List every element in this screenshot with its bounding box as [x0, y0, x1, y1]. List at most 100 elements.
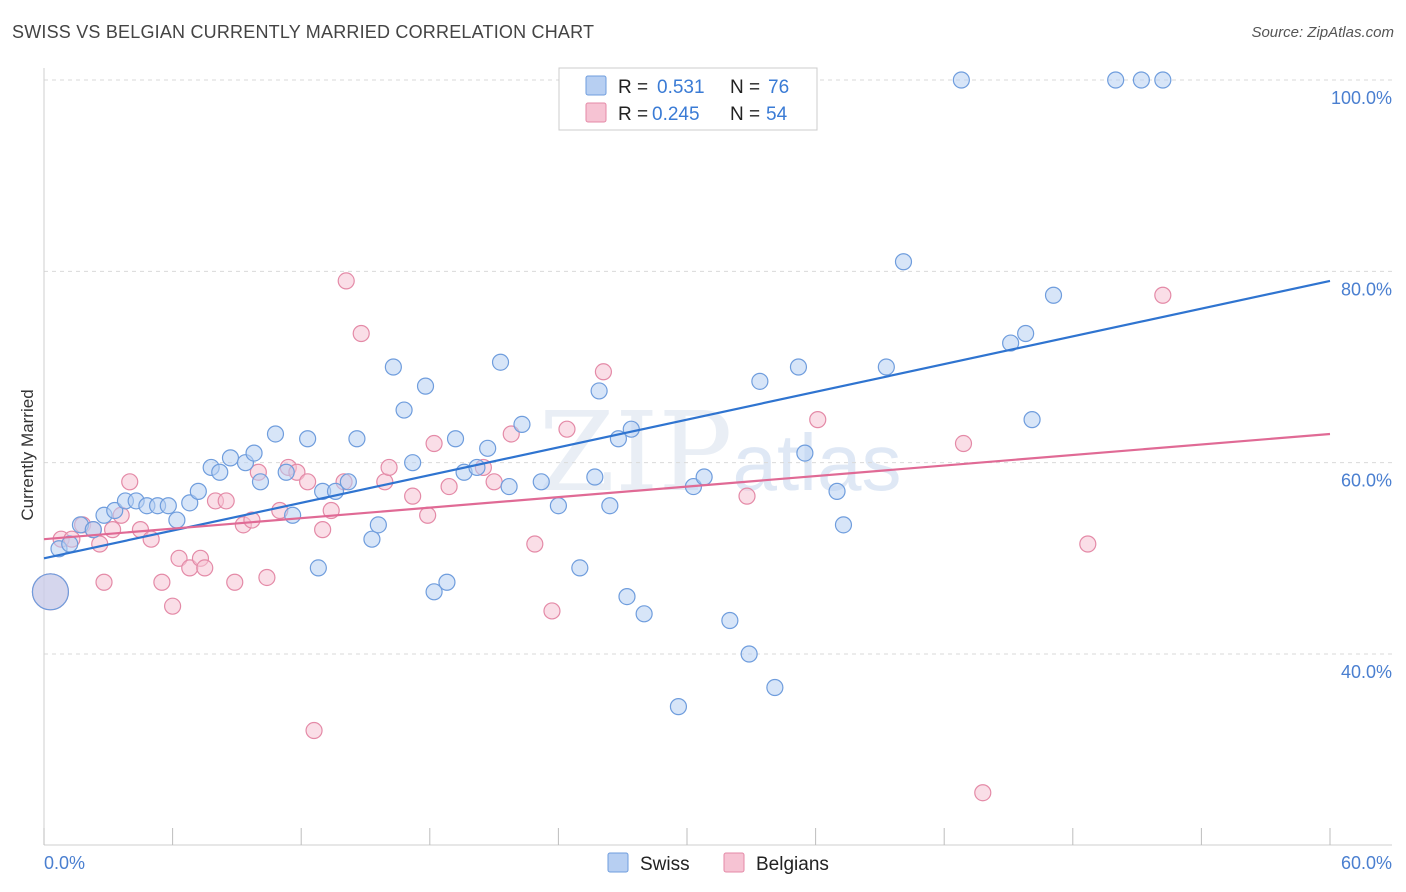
swiss-point — [1107, 71, 1125, 89]
swiss-point — [586, 468, 604, 486]
y-tick-label: 100.0% — [1331, 88, 1392, 108]
swiss-point — [1017, 324, 1035, 343]
belgian-point — [376, 473, 394, 491]
bottom-legend-label-belgians: Belgians — [756, 854, 829, 875]
swiss-point — [828, 482, 846, 500]
bottom-legend: Swiss Belgians — [607, 852, 829, 875]
legend-r-value-belgians: 0.245 — [652, 104, 700, 125]
swiss-point — [590, 382, 608, 400]
swiss-point — [369, 516, 387, 534]
swiss-point — [277, 463, 295, 481]
belgian-point — [526, 535, 544, 553]
chart-source: Source: ZipAtlas.com — [1251, 24, 1394, 41]
belgian-point — [738, 487, 756, 505]
belgian-point — [594, 363, 613, 381]
y-tick-label: 60.0% — [1341, 471, 1392, 491]
swiss-point — [789, 358, 808, 376]
legend-r-label-belgians: R = — [618, 104, 648, 125]
legend-n-value-belgians: 54 — [766, 104, 788, 125]
swiss-point — [532, 473, 550, 491]
x-tick-label-min: 0.0% — [44, 853, 85, 873]
x-tick-label-max: 60.0% — [1341, 853, 1392, 873]
belgian-point — [419, 506, 437, 524]
trend-line-swiss — [43, 279, 1331, 560]
belgian-point — [380, 458, 398, 477]
swiss-point — [211, 463, 229, 481]
y-tick-label: 40.0% — [1341, 662, 1392, 682]
swiss-point — [284, 506, 302, 524]
swiss-point — [571, 559, 589, 577]
chart-title: SWISS VS BELGIAN CURRENTLY MARRIED CORRE… — [12, 22, 595, 42]
swiss-point — [894, 253, 913, 271]
swiss-point — [221, 449, 240, 467]
belgian-point — [352, 324, 370, 343]
y-tick-label: 80.0% — [1341, 279, 1392, 299]
watermark: ZIPatlas — [539, 388, 902, 516]
belgian-point — [954, 434, 973, 453]
swiss-point — [309, 559, 327, 577]
swiss-point — [404, 454, 422, 472]
bottom-legend-swatch-belgians — [723, 852, 745, 873]
swiss-point — [339, 473, 357, 491]
swiss-point — [834, 516, 853, 534]
watermark-atlas: atlas — [732, 418, 901, 507]
legend-n-value-swiss: 76 — [768, 77, 789, 98]
belgian-point — [103, 521, 122, 539]
swiss-point — [479, 439, 497, 457]
swiss-point — [425, 583, 443, 601]
swiss-point — [181, 494, 199, 512]
swiss-point — [618, 587, 636, 606]
swiss-point — [1132, 71, 1150, 89]
swiss-point — [416, 377, 435, 395]
belgian-point — [425, 434, 443, 453]
swiss-point — [500, 477, 518, 496]
swiss-point — [384, 358, 402, 376]
belgian-point — [1154, 286, 1172, 304]
legend-swatch-swiss — [585, 75, 607, 96]
legend-swatch-belgians — [585, 102, 607, 123]
swiss-point — [159, 497, 177, 515]
trend-lines — [43, 279, 1331, 560]
belgian-point — [314, 521, 332, 539]
belgian-point — [1079, 535, 1097, 553]
swiss-point — [31, 573, 70, 611]
swiss-point — [601, 497, 619, 515]
belgian-point — [305, 721, 323, 740]
swiss-point — [751, 372, 769, 390]
swiss-point — [168, 511, 186, 529]
swiss-point — [299, 430, 317, 448]
swiss-point — [1002, 334, 1020, 352]
belgian-point — [974, 784, 992, 802]
swiss-point — [251, 473, 270, 491]
belgian-point — [226, 573, 244, 591]
swiss-point — [669, 698, 688, 716]
trend-line-belgians — [43, 432, 1331, 541]
swiss-point — [245, 444, 263, 462]
swiss-point — [106, 501, 124, 520]
y-tick-labels: 40.0% 60.0% 80.0% 100.0% — [1331, 88, 1392, 682]
swiss-point — [721, 611, 739, 630]
swiss-point — [695, 468, 713, 486]
belgian-point — [440, 477, 458, 496]
swiss-point — [491, 353, 510, 371]
swiss-point — [635, 605, 653, 623]
watermark-zip: ZIP — [539, 388, 733, 516]
swiss-point — [952, 71, 970, 89]
swiss-point — [84, 521, 102, 539]
gridlines — [44, 79, 1392, 655]
belgian-point — [164, 597, 182, 615]
swiss-point — [189, 482, 207, 500]
legend-r-value-swiss: 0.531 — [657, 77, 705, 98]
belgian-point — [243, 511, 261, 529]
bottom-legend-swatch-swiss — [607, 852, 629, 873]
belgian-point — [543, 602, 561, 620]
belgian-point — [558, 420, 576, 438]
swiss-point — [766, 678, 784, 697]
swiss-point — [796, 444, 814, 462]
swiss-point — [622, 420, 640, 438]
bottom-legend-label-swiss: Swiss — [640, 854, 690, 875]
swiss-point — [1044, 286, 1063, 304]
swiss-point — [1023, 411, 1041, 429]
swiss-point — [348, 430, 366, 448]
